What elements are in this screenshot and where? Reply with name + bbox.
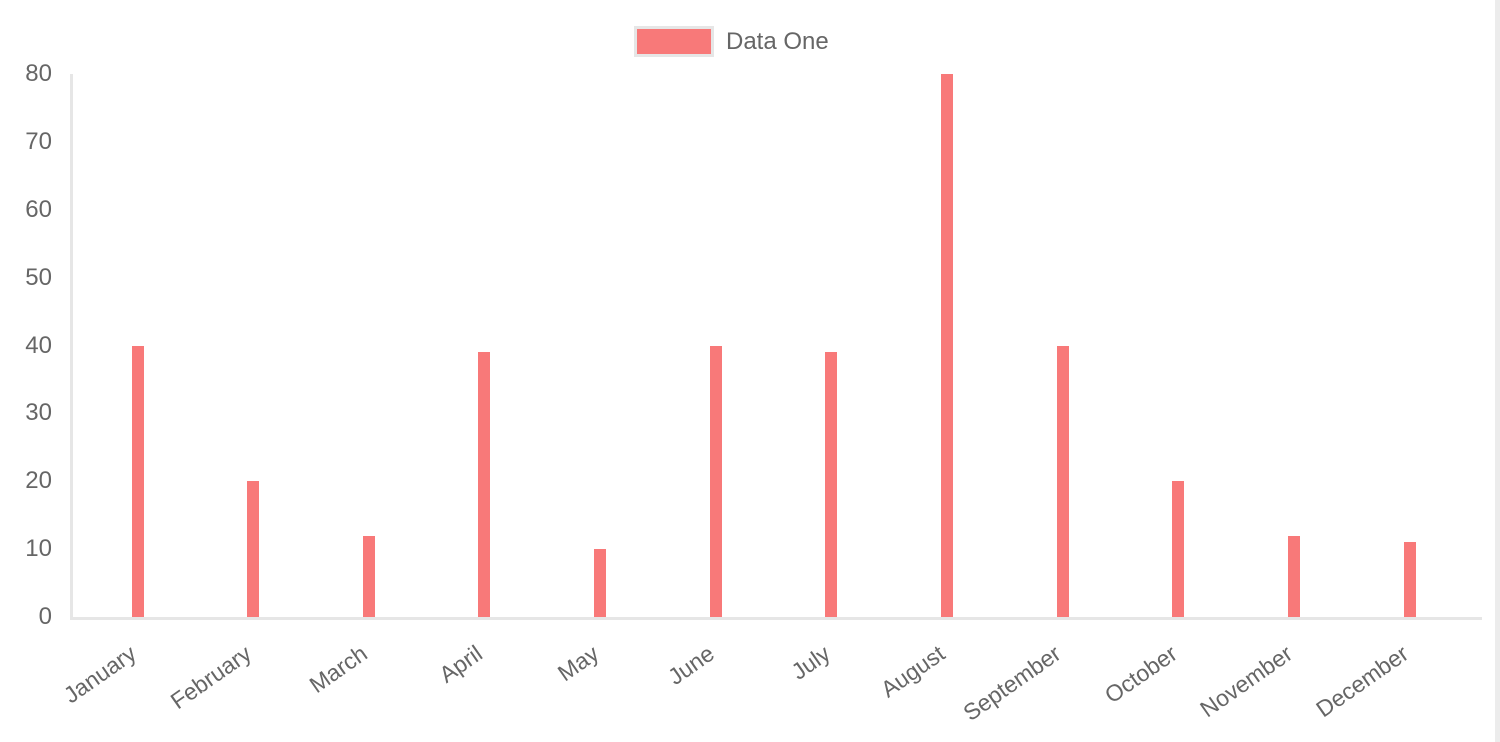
bar-december[interactable] <box>1403 542 1416 617</box>
x-tick-label-july: July <box>785 640 835 685</box>
bar-april[interactable] <box>478 352 491 617</box>
x-tick-label-april: April <box>434 640 488 688</box>
x-tick-label-november: November <box>1195 640 1297 723</box>
x-tick-label-may: May <box>552 640 604 687</box>
x-tick-label-december: December <box>1310 640 1413 723</box>
bar-november[interactable] <box>1288 535 1301 617</box>
scrollbar-track[interactable] <box>1495 0 1500 742</box>
bar-may[interactable] <box>594 549 607 617</box>
x-tick-label-june: June <box>662 640 719 690</box>
legend: Data One <box>634 26 829 57</box>
x-tick-label-january: January <box>58 640 141 709</box>
bar-march[interactable] <box>362 535 375 617</box>
y-tick-label-20: 20 <box>25 467 52 495</box>
legend-swatch <box>634 26 714 57</box>
bar-february[interactable] <box>247 481 260 617</box>
y-tick-label-60: 60 <box>25 195 52 223</box>
bar-october[interactable] <box>1172 481 1185 617</box>
x-tick-label-september: September <box>958 640 1066 726</box>
legend-item-data-one[interactable]: Data One <box>634 26 829 57</box>
y-tick-label-10: 10 <box>25 535 52 563</box>
x-tick-label-august: August <box>876 640 950 703</box>
plot-area <box>70 74 1482 620</box>
x-tick-label-march: March <box>304 640 372 698</box>
x-tick-label-october: October <box>1099 640 1182 709</box>
y-tick-label-70: 70 <box>25 127 52 155</box>
bar-august[interactable] <box>941 74 954 617</box>
y-tick-label-0: 0 <box>38 603 52 630</box>
bar-june[interactable] <box>709 345 722 617</box>
legend-label: Data One <box>726 28 829 55</box>
y-tick-label-30: 30 <box>25 399 52 427</box>
y-tick-label-50: 50 <box>25 263 52 291</box>
bar-july[interactable] <box>825 352 838 617</box>
y-tick-label-40: 40 <box>25 331 52 359</box>
bar-january[interactable] <box>131 345 144 617</box>
y-tick-label-80: 80 <box>25 60 52 87</box>
x-tick-label-february: February <box>165 640 257 715</box>
bar-september[interactable] <box>1056 345 1069 617</box>
